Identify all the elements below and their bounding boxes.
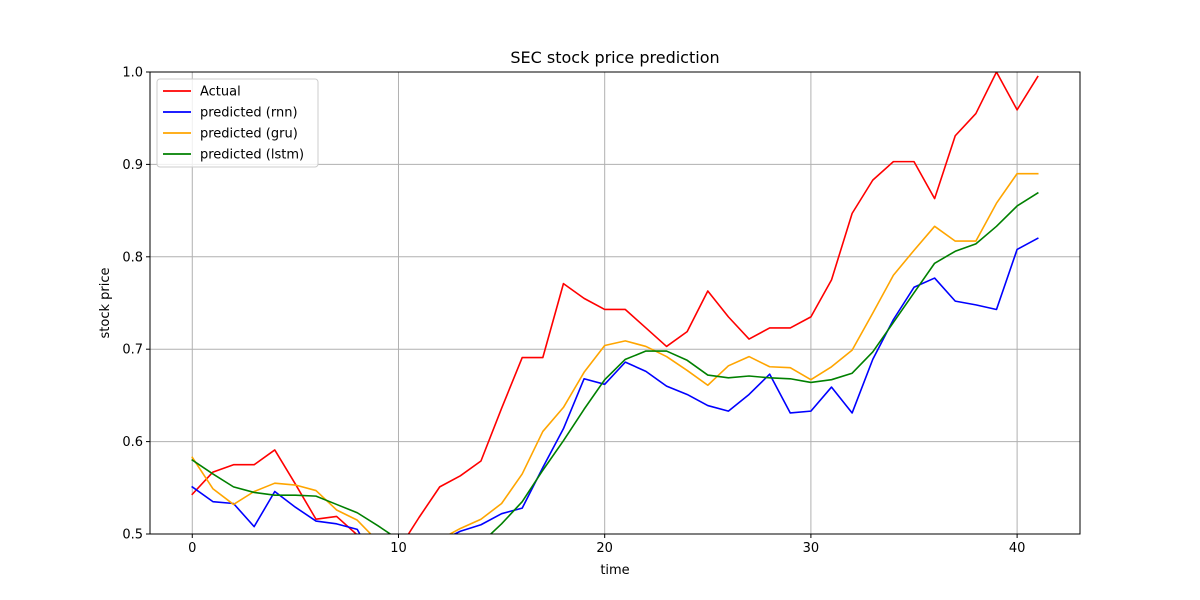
- y-tick-label: 0.8: [122, 250, 143, 265]
- y-axis-title: stock price: [98, 268, 113, 339]
- x-tick-label: 20: [596, 541, 613, 556]
- x-tick-label: 0: [188, 541, 196, 556]
- y-tick-label: 0.7: [122, 343, 143, 358]
- legend: Actual predicted (rnn) predicted (gru) pred…: [156, 78, 319, 168]
- x-tick-label: 10: [390, 541, 407, 556]
- legend-label-predicted-gru: predicted (gru): [200, 127, 298, 142]
- y-tick-label: 0.5: [122, 528, 143, 543]
- legend-label-actual: Actual: [200, 85, 241, 100]
- x-tick-label: 40: [1009, 541, 1026, 556]
- y-tick-label: 1.0: [122, 66, 143, 81]
- y-tick-label: 0.6: [122, 435, 143, 450]
- series-line-predicted-rnn: [191, 237, 1039, 534]
- series-line-predicted-lstm: [191, 191, 1039, 534]
- plot-frame: [149, 71, 1081, 535]
- series-line-predicted-gru: [191, 172, 1039, 534]
- x-tick-label: 30: [803, 541, 820, 556]
- y-tick-label: 0.9: [122, 158, 143, 173]
- legend-label-predicted-rnn: predicted (rnn): [200, 106, 298, 121]
- x-axis-title: time: [600, 563, 629, 578]
- series-lines: [191, 72, 1039, 534]
- axis-ticks: 0 10 20 30 40 0.5 0.6 0.7 0.8 0.9 1.0: [122, 66, 1025, 557]
- series-line-actual: [191, 72, 1039, 534]
- chart-title: SEC stock price prediction: [510, 48, 719, 67]
- legend-box: [156, 78, 319, 168]
- legend-label-predicted-lstm: predicted (lstm): [200, 148, 304, 163]
